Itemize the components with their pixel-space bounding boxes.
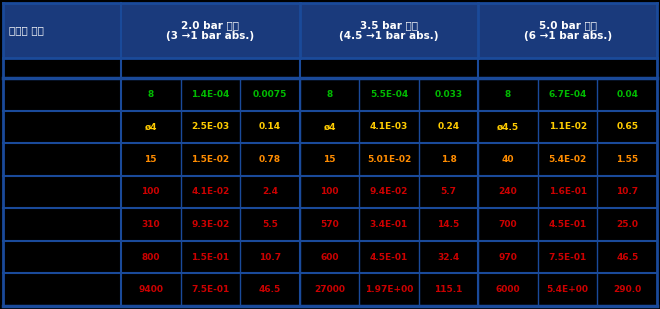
Text: 0.65: 0.65 — [616, 122, 638, 131]
Text: 2.0 bar 과압
(3 →1 bar abs.): 2.0 bar 과압 (3 →1 bar abs.) — [166, 20, 254, 41]
Text: 6.7E-04: 6.7E-04 — [548, 90, 587, 99]
Text: 8: 8 — [505, 90, 512, 99]
Text: 1.6E-01: 1.6E-01 — [548, 188, 587, 197]
Text: 5.7: 5.7 — [441, 188, 457, 197]
Text: 8: 8 — [326, 90, 333, 99]
Text: 800: 800 — [141, 253, 160, 262]
Text: 970: 970 — [499, 253, 517, 262]
Text: 0.0075: 0.0075 — [253, 90, 287, 99]
Text: 5.5E-04: 5.5E-04 — [370, 90, 408, 99]
Text: 3.4E-01: 3.4E-01 — [370, 220, 408, 229]
Text: 0.033: 0.033 — [434, 90, 463, 99]
Text: 0.78: 0.78 — [259, 155, 281, 164]
Text: 9.4E-02: 9.4E-02 — [370, 188, 408, 197]
Text: 15: 15 — [145, 155, 157, 164]
Text: 5.01E-02: 5.01E-02 — [367, 155, 411, 164]
Text: 0.24: 0.24 — [438, 122, 459, 131]
Text: 25.0: 25.0 — [616, 220, 638, 229]
Text: 5.0 bar 과압
(6 →1 bar abs.): 5.0 bar 과압 (6 →1 bar abs.) — [523, 20, 612, 41]
Text: 5.4E-02: 5.4E-02 — [548, 155, 587, 164]
Text: 0.04: 0.04 — [616, 90, 638, 99]
Text: 1.55: 1.55 — [616, 155, 638, 164]
Text: 2.5E-03: 2.5E-03 — [191, 122, 230, 131]
Text: 700: 700 — [499, 220, 517, 229]
Text: 8: 8 — [148, 90, 154, 99]
Text: 10.7: 10.7 — [616, 188, 638, 197]
Text: 1.4E-04: 1.4E-04 — [191, 90, 230, 99]
Text: 4.1E-03: 4.1E-03 — [370, 122, 408, 131]
Text: ø4: ø4 — [323, 122, 336, 131]
Text: 1.5E-01: 1.5E-01 — [191, 253, 230, 262]
Text: 2.4: 2.4 — [262, 188, 278, 197]
Text: 10.7: 10.7 — [259, 253, 281, 262]
Text: 1.5E-02: 1.5E-02 — [191, 155, 230, 164]
Text: 모세관 직경: 모세관 직경 — [9, 26, 44, 36]
Text: 4.5E-01: 4.5E-01 — [548, 220, 587, 229]
Text: 46.5: 46.5 — [259, 285, 281, 294]
Text: 100: 100 — [141, 188, 160, 197]
Text: 46.5: 46.5 — [616, 253, 638, 262]
Text: 1.97E+00: 1.97E+00 — [365, 285, 413, 294]
Text: 7.5E-01: 7.5E-01 — [191, 285, 230, 294]
Text: 1.8: 1.8 — [441, 155, 457, 164]
Text: 3.5 bar 과압
(4.5 →1 bar abs.): 3.5 bar 과압 (4.5 →1 bar abs.) — [339, 20, 439, 41]
Text: 570: 570 — [320, 220, 339, 229]
Text: 290.0: 290.0 — [613, 285, 642, 294]
Text: 15: 15 — [323, 155, 336, 164]
Text: 9.3E-02: 9.3E-02 — [191, 220, 230, 229]
Text: 4.1E-02: 4.1E-02 — [191, 188, 230, 197]
Text: 6000: 6000 — [496, 285, 521, 294]
Text: 27000: 27000 — [314, 285, 345, 294]
Text: 32.4: 32.4 — [438, 253, 459, 262]
Text: ø4.5: ø4.5 — [497, 122, 519, 131]
Text: 9400: 9400 — [139, 285, 163, 294]
Text: 5.5: 5.5 — [262, 220, 278, 229]
Text: 100: 100 — [320, 188, 339, 197]
Text: 115.1: 115.1 — [434, 285, 463, 294]
Text: 5.4E+00: 5.4E+00 — [546, 285, 589, 294]
Text: 7.5E-01: 7.5E-01 — [548, 253, 587, 262]
Text: 4.5E-01: 4.5E-01 — [370, 253, 408, 262]
Text: 40: 40 — [502, 155, 514, 164]
Text: ø4: ø4 — [145, 122, 157, 131]
Text: 0.14: 0.14 — [259, 122, 281, 131]
Text: 310: 310 — [141, 220, 160, 229]
Text: 1.1E-02: 1.1E-02 — [548, 122, 587, 131]
Text: 240: 240 — [499, 188, 517, 197]
Text: 600: 600 — [320, 253, 339, 262]
Text: 14.5: 14.5 — [438, 220, 459, 229]
